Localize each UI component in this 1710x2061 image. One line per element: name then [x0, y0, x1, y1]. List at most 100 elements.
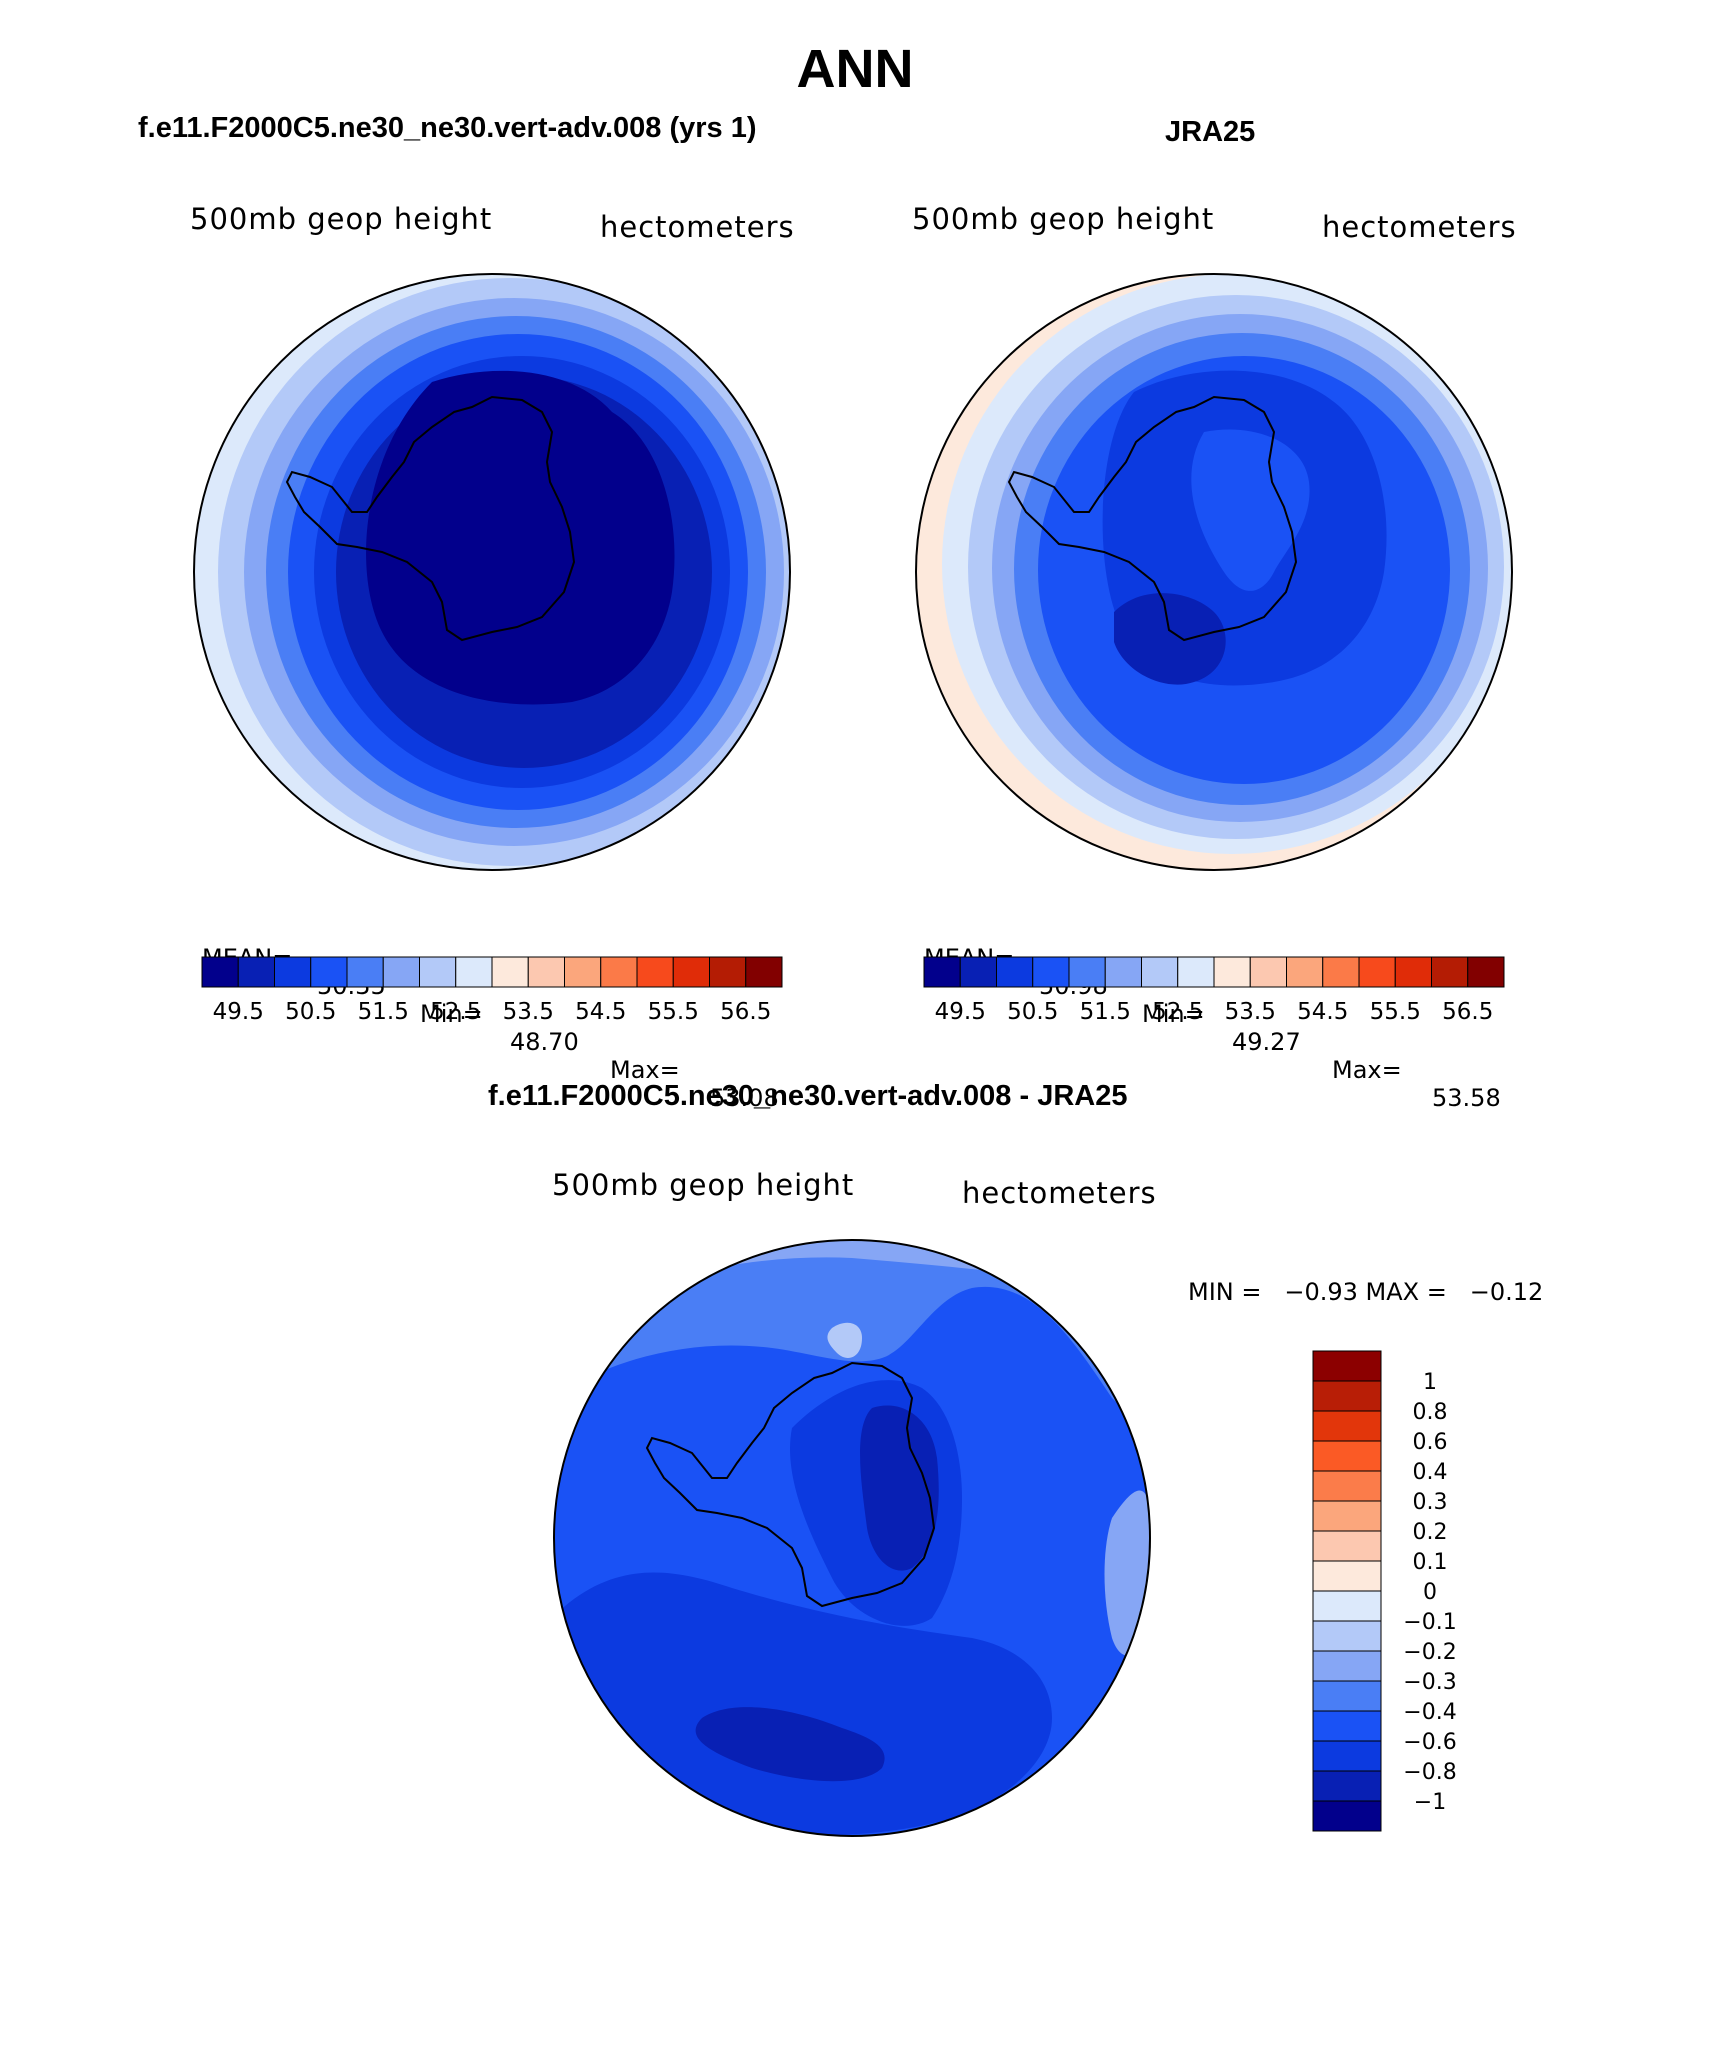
- colorbar-swatch: [745, 956, 783, 988]
- colorbar-swatch: [1312, 1440, 1382, 1472]
- colorbar-tick-label: 53.5: [1225, 999, 1276, 1025]
- colorbar-swatch: [1312, 1410, 1382, 1442]
- colorbar-swatch: [672, 956, 710, 988]
- colorbar-swatch: [1467, 956, 1505, 988]
- colorbar-swatch: [1249, 956, 1287, 988]
- colorbar-tick-label: 56.5: [720, 999, 771, 1025]
- panel-1-map: [193, 273, 791, 871]
- colorbar-tick-label: 50.5: [1007, 999, 1058, 1025]
- colorbar-tick-label: 0.1: [1413, 1550, 1448, 1575]
- colorbar-swatch: [564, 956, 602, 988]
- colorbar-svg: 1 0.8 0.6 0.4 0.3 0.2 0.1 0 −0.1 −0.2 −0.3 −0.4 −0.6…: [1312, 1350, 1457, 1832]
- panel-1-min-value: 48.70: [510, 1028, 579, 1056]
- diff-panel-contours: [554, 1240, 1150, 1836]
- colorbar-tick-label: 54.5: [1297, 999, 1348, 1025]
- panel-1-colorbar: 49.5 50.5 51.5 52.5 53.5 54.5 55.5 56.5: [201, 956, 783, 1025]
- colorbar-tick-label: −0.4: [1403, 1700, 1456, 1725]
- colorbar-tick-label: 54.5: [575, 999, 626, 1025]
- colorbar-swatch: [1322, 956, 1360, 988]
- diff-panel-minmax: MIN = −0.93 MAX = −0.12: [1188, 1278, 1544, 1306]
- colorbar-tick-label: −1: [1414, 1790, 1446, 1815]
- colorbar-tick-label: −0.6: [1403, 1730, 1456, 1755]
- colorbar-swatch: [1032, 956, 1070, 988]
- colorbar-swatch: [1312, 1710, 1382, 1742]
- colorbar-tick-label: −0.1: [1403, 1610, 1456, 1635]
- panel-2-max-value: 53.58: [1432, 1084, 1501, 1112]
- colorbar-tick-label: 53.5: [503, 999, 554, 1025]
- panel-2-title: JRA25: [1165, 116, 1256, 148]
- colorbar-swatch: [636, 956, 674, 988]
- colorbar-tick-label: 51.5: [358, 999, 409, 1025]
- colorbar-swatch: [1312, 1380, 1382, 1412]
- colorbar-tick-label: 0: [1423, 1580, 1437, 1605]
- colorbar-swatch: [1312, 1560, 1382, 1592]
- colorbar-tick-label: −0.3: [1403, 1670, 1456, 1695]
- colorbar-swatch: [1104, 956, 1142, 988]
- panel-1-coastline: [285, 395, 576, 642]
- colorbar-tick-label: 55.5: [1370, 999, 1421, 1025]
- colorbar-swatch: [1312, 1530, 1382, 1562]
- colorbar-tick-label: 0.2: [1413, 1520, 1448, 1545]
- colorbar-swatch: [1068, 956, 1106, 988]
- colorbar-tick-label: −0.8: [1403, 1760, 1456, 1785]
- colorbar-tick-label: 52.5: [1152, 999, 1203, 1025]
- colorbar-swatch: [923, 956, 961, 988]
- panel-1-contours: [194, 274, 790, 870]
- colorbar-tick-label: 49.5: [935, 999, 986, 1025]
- colorbar-swatch: [1312, 1470, 1382, 1502]
- colorbar-swatch: [455, 956, 493, 988]
- panel-1-units-label: hectometers: [600, 210, 795, 244]
- colorbar-swatch: [419, 956, 457, 988]
- colorbar-swatch: [959, 956, 997, 988]
- colorbar-swatch: [274, 956, 312, 988]
- diff-panel-colorbar: 1 0.8 0.6 0.4 0.3 0.2 0.1 0 −0.1 −0.2 −0.3 −0.4 −0.6…: [1312, 1350, 1512, 1832]
- colorbar-swatch: [491, 956, 529, 988]
- colorbar-swatch: [1312, 1770, 1382, 1802]
- panel-2-min-value: 49.27: [1232, 1028, 1301, 1056]
- colorbar-swatch: [1141, 956, 1179, 988]
- diff-panel-title: f.e11.F2000C5.ne30_ne30.vert-adv.008 - J…: [488, 1080, 1128, 1112]
- diff-panel-map-border: [553, 1239, 1151, 1837]
- colorbar-swatch: [1431, 956, 1469, 988]
- colorbar-swatch: [346, 956, 384, 988]
- colorbar-swatch: [527, 956, 565, 988]
- diff-panel-coastline: [645, 1361, 936, 1608]
- colorbar-swatch: [600, 956, 638, 988]
- colorbar-swatch: [382, 956, 420, 988]
- colorbar-swatch: [1213, 956, 1251, 988]
- colorbar-swatch: [1312, 1590, 1382, 1622]
- colorbar-swatch: [1312, 1800, 1382, 1832]
- colorbar-tick-label: 0.3: [1413, 1490, 1448, 1515]
- colorbar-tick-label: −0.2: [1403, 1640, 1456, 1665]
- panel-2-colorbar: 49.5 50.5 51.5 52.5 53.5 54.5 55.5 56.5: [923, 956, 1505, 1025]
- colorbar-swatch: [1177, 956, 1215, 988]
- colorbar-tick-label: 49.5: [213, 999, 264, 1025]
- colorbar-tick-label: 50.5: [285, 999, 336, 1025]
- panel-2-coastline: [1007, 395, 1298, 642]
- figure-title: ANN: [796, 39, 914, 99]
- panel-1-max-value: 53.08: [710, 1084, 779, 1112]
- colorbar-tick-label: 51.5: [1080, 999, 1131, 1025]
- panel-2-contours: [916, 274, 1512, 870]
- colorbar-swatch: [1312, 1500, 1382, 1532]
- colorbar-tick-label: 52.5: [430, 999, 481, 1025]
- colorbar-swatch: [1394, 956, 1432, 988]
- panel-2-max-label: Max=: [1332, 1056, 1402, 1084]
- panel-1-map-border: [193, 273, 791, 871]
- diff-panel-units-label: hectometers: [962, 1176, 1157, 1210]
- colorbar-swatch: [1312, 1620, 1382, 1652]
- panel-2-variable-label: 500mb geop height: [912, 202, 1215, 236]
- panel-2-map-border: [915, 273, 1513, 871]
- colorbar-svg: 49.5 50.5 51.5 52.5 53.5 54.5 55.5 56.5: [201, 956, 783, 1025]
- colorbar-swatch: [1312, 1680, 1382, 1712]
- colorbar-swatch: [1312, 1740, 1382, 1772]
- panel-2-units-label: hectometers: [1322, 210, 1517, 244]
- colorbar-swatch: [237, 956, 275, 988]
- colorbar-tick-label: 1: [1423, 1370, 1437, 1395]
- panel-1-min-label: Min=: [420, 1000, 483, 1028]
- colorbar-tick-label: 0.8: [1413, 1400, 1448, 1425]
- colorbar-tick-label: 56.5: [1442, 999, 1493, 1025]
- diff-panel-map: [553, 1239, 1151, 1837]
- colorbar-swatch: [1286, 956, 1324, 988]
- colorbar-swatch: [996, 956, 1034, 988]
